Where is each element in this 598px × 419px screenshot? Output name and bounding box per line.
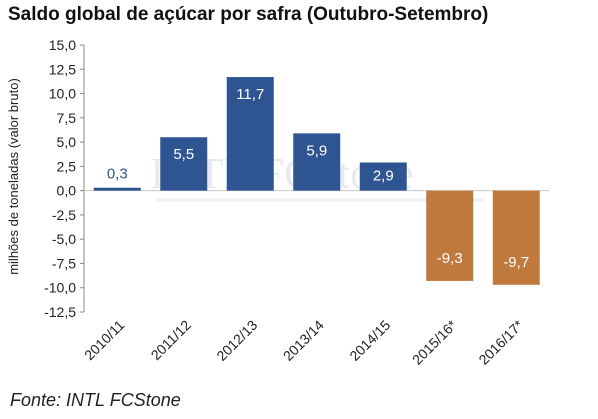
- data-label: -9,7: [503, 254, 529, 271]
- bar: [160, 137, 208, 191]
- y-tick-label: 12,5: [49, 61, 76, 77]
- data-labels: 0,3 5,5 11,7 5,9 2,9 -9,3 -9,7: [107, 86, 529, 271]
- y-axis: 15,0 12,5 10,0 7,5 5,0 2,5 0,0 -2,5 -5,0 -7,5 -10,…: [44, 37, 85, 320]
- source-note: Fonte: INTL FCStone: [10, 390, 181, 410]
- x-tick-label: 2015/16*: [409, 316, 460, 367]
- bar: [226, 77, 274, 191]
- y-tick-label: 7,5: [57, 110, 77, 126]
- data-label: 2,9: [373, 167, 394, 184]
- y-tick-label: -5,0: [52, 231, 76, 247]
- y-tick-label: 2,5: [57, 158, 77, 174]
- bar: [93, 187, 141, 191]
- x-tick-label: 2011/12: [148, 317, 195, 364]
- y-axis-label: milhões de toneladas (valor bruto): [6, 78, 21, 275]
- x-tick-label: 2010/11: [81, 317, 128, 364]
- x-tick-label: 2016/17*: [475, 316, 526, 367]
- chart-title: Saldo global de açúcar por safra (Outubr…: [8, 4, 489, 25]
- bar: [492, 190, 540, 285]
- y-tick-label: 10,0: [49, 86, 76, 102]
- x-tick-label: 2012/13: [213, 317, 260, 364]
- x-axis-tick-labels: 2010/11 2011/12 2012/13 2013/14 2014/15 2015/…: [81, 316, 527, 367]
- data-label: -9,3: [437, 250, 463, 267]
- y-tick-label: -2,5: [52, 207, 76, 223]
- bar-series: [93, 77, 540, 285]
- y-tick-label: 0,0: [57, 183, 77, 199]
- bar: [426, 190, 474, 281]
- y-tick-label: -7,5: [52, 255, 76, 271]
- bar: [359, 162, 407, 191]
- data-label: 5,5: [173, 146, 194, 163]
- y-tick-label: 15,0: [49, 37, 76, 53]
- bar: [293, 133, 341, 191]
- x-tick-label: 2013/14: [280, 317, 327, 364]
- x-tick-label: 2014/15: [346, 317, 393, 364]
- data-label: 5,9: [306, 142, 327, 159]
- y-tick-label: -10,0: [44, 280, 76, 296]
- data-label: 0,3: [107, 166, 128, 183]
- y-tick-label: -12,5: [44, 304, 76, 320]
- data-label: 11,7: [236, 86, 264, 103]
- y-tick-label: 5,0: [57, 134, 77, 150]
